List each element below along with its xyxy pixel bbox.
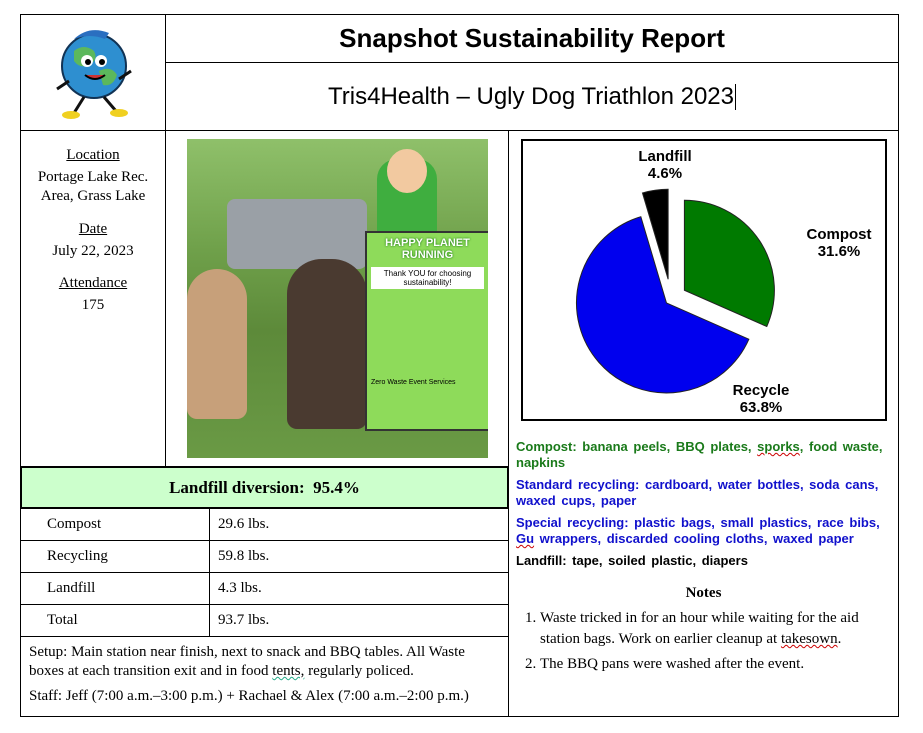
location-label: Location (66, 147, 120, 163)
weight-value: 93.7 lbs. (218, 612, 270, 628)
pie-category-label: Recycle (733, 382, 790, 399)
weight-value: 59.8 lbs. (218, 548, 270, 564)
date-label: Date (78, 221, 108, 237)
setup-text: Setup: Main station near finish, next to… (29, 644, 465, 679)
landfill-items: Landfill: tape, soiled plastic, diapers (516, 553, 748, 568)
weight-name-cell: Recycling (20, 540, 210, 573)
event-cell: Tris4Health – Ugly Dog Triathlon 2023 (165, 62, 899, 131)
diversion-label: Landfill diversion: (169, 477, 305, 497)
photo-cell: HAPPY PLANET RUNNING Thank YOU for choos… (165, 130, 509, 467)
special-recycling-items: Special recycling: plastic bags, small p… (516, 515, 880, 546)
person-face (387, 149, 427, 193)
title-cell: Snapshot Sustainability Report (165, 14, 899, 63)
weight-name: Recycling (47, 548, 108, 564)
weight-value-cell: 93.7 lbs. (209, 604, 509, 637)
weight-value-cell: 59.8 lbs. (209, 540, 509, 573)
weight-name: Compost (47, 516, 102, 532)
report-title: Snapshot Sustainability Report (339, 23, 725, 53)
standard-recycling-items: Standard recycling: cardboard, water bot… (516, 477, 879, 508)
note-item: The BBQ pans were washed after the event… (540, 654, 891, 675)
pie-slice-compost (683, 199, 775, 328)
weight-value: 4.3 lbs. (218, 580, 262, 596)
compost-items: Compost: banana peels, BBQ plates, spork… (516, 439, 883, 470)
truck-shape (227, 199, 367, 269)
sign-title: HAPPY PLANET RUNNING (385, 237, 470, 261)
weight-value-cell: 29.6 lbs. (209, 508, 509, 541)
logo-cell (20, 14, 166, 131)
weight-name-cell: Total (20, 604, 210, 637)
landfill-diversion-banner: Landfill diversion: 95.4% (20, 466, 509, 509)
attendance-label: Attendance (58, 275, 128, 291)
pie-slice-recycle (576, 216, 750, 394)
notes-title: Notes (685, 585, 722, 601)
location-value: Portage Lake Rec. Area, Grass Lake (37, 169, 149, 204)
sign-text: Thank YOU for choosing sustainability! (371, 267, 484, 289)
dog-shape (287, 259, 367, 429)
weight-value: 29.6 lbs. (218, 516, 270, 532)
weight-name-cell: Landfill (20, 572, 210, 605)
weight-value-cell: 4.3 lbs. (209, 572, 509, 605)
note-item: Waste tricked in for an hour while waiti… (540, 608, 891, 650)
attendance-value: 175 (81, 297, 105, 313)
dog-shape (187, 269, 247, 419)
staff-text: Staff: Jeff (7:00 a.m.–3:00 p.m.) + Rach… (29, 688, 469, 704)
pie-value-label: 31.6% (818, 243, 861, 260)
sign-footer: Zero Waste Event Services (371, 379, 456, 386)
text-cursor (734, 83, 736, 110)
pie-category-label: Landfill (638, 148, 691, 165)
pie-value-label: 63.8% (740, 399, 783, 416)
setup-cell: Setup: Main station near finish, next to… (20, 636, 509, 717)
date-value: July 22, 2023 (52, 243, 134, 259)
event-info-cell: Location Portage Lake Rec. Area, Grass L… (20, 130, 166, 467)
sign-board: HAPPY PLANET RUNNING Thank YOU for choos… (365, 231, 488, 431)
event-name: Tris4Health – Ugly Dog Triathlon 2023 (328, 82, 734, 110)
pie-value-label: 4.6% (648, 165, 682, 182)
weight-name: Total (47, 612, 78, 628)
weight-name: Landfill (47, 580, 96, 596)
pie-slice-landfill (641, 188, 669, 280)
pie-category-label: Compost (807, 226, 872, 243)
event-photo: HAPPY PLANET RUNNING Thank YOU for choos… (187, 139, 488, 458)
notes-list: Waste tricked in for an hour while waiti… (516, 608, 891, 675)
results-cell: Compost 31.6% Recycle 63.8% Landfill 4.6% Com… (508, 130, 899, 717)
weight-name-cell: Compost (20, 508, 210, 541)
diversion-value: 95.4% (313, 477, 360, 497)
running-globe-logo-icon (56, 30, 132, 119)
